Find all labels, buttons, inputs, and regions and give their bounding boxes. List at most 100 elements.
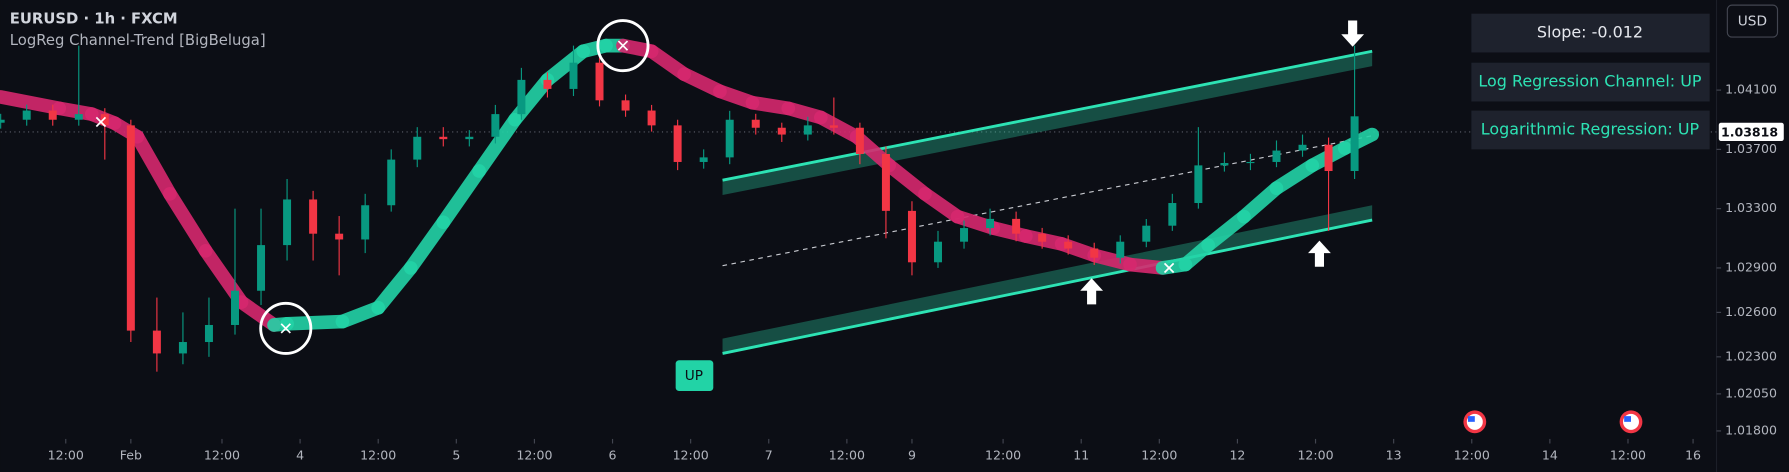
candle-body: [621, 100, 630, 111]
trend-band: [130, 129, 177, 201]
candle-body: [204, 324, 213, 343]
info-panel: [1471, 62, 1710, 102]
cross-stroke: [1163, 262, 1175, 274]
candle-body: [1194, 165, 1203, 204]
candle-body: [257, 245, 266, 291]
highlight-circle: [596, 19, 650, 73]
x-tick-label: 5: [452, 448, 460, 463]
currency-button[interactable]: [1726, 4, 1779, 38]
x-tick-label: 11: [1073, 448, 1089, 463]
trend-band: [371, 261, 418, 315]
candle-body: [413, 136, 422, 160]
x-tick-label: 12:00: [360, 448, 396, 463]
candle-body: [673, 125, 682, 162]
candle-body: [48, 110, 57, 120]
x-tick-label: 12:00: [516, 448, 552, 463]
candle-body: [491, 114, 500, 137]
candle-body: [361, 205, 370, 240]
candle-body: [725, 119, 734, 158]
y-tick-label: 1.04100: [1725, 82, 1777, 97]
channel-lower-line: [722, 218, 1373, 355]
candle-body: [1038, 233, 1047, 242]
x-tick-label: 12:00: [48, 448, 84, 463]
candle-body: [543, 79, 552, 89]
candle-body: [829, 125, 838, 128]
crossover-marker: [95, 116, 107, 128]
candle-body: [1220, 163, 1229, 166]
candle-body: [1272, 150, 1281, 162]
candle-body: [74, 114, 83, 120]
candle-body: [1324, 144, 1333, 172]
x-tick-label: 12:00: [204, 448, 240, 463]
y-tick-label: 1.02300: [1725, 348, 1777, 363]
signal-arrow: [1308, 240, 1331, 267]
signal-arrow: [1080, 278, 1104, 305]
candle-body: [178, 342, 187, 354]
trend-band: [1237, 181, 1284, 224]
crossover-marker: [1163, 262, 1175, 274]
crossover-marker: [280, 323, 291, 334]
x-tick-label: 12:00: [1454, 448, 1490, 463]
candle-body: [517, 79, 526, 115]
y-tick-label: 1.02900: [1725, 259, 1777, 274]
channel-mid-line: [722, 135, 1373, 267]
y-tick-label: 1.02050: [1725, 385, 1777, 400]
candle-body: [751, 119, 760, 128]
candle-body: [231, 290, 239, 325]
candle-body: [986, 218, 995, 229]
event-flag: [1463, 410, 1487, 434]
candle-body: [1012, 218, 1021, 234]
trend-band: [403, 215, 451, 275]
signal-arrow: [1341, 20, 1365, 47]
candle-body: [1298, 144, 1307, 151]
trend-band: [472, 112, 522, 178]
candle-body: [465, 136, 474, 140]
candle-body: [907, 210, 916, 263]
crossover-marker: [617, 40, 629, 51]
candle-body: [439, 136, 448, 140]
trend-band: [163, 186, 213, 258]
x-tick-label: 12:00: [1297, 448, 1333, 463]
x-tick-label: 12: [1229, 448, 1245, 463]
x-tick-label: 12:00: [1141, 448, 1177, 463]
candle-body: [283, 199, 292, 246]
candle-body: [803, 125, 812, 135]
candle-body: [387, 159, 396, 206]
channel-status: Log Regression Channel: UP: [1478, 72, 1702, 91]
candle-body: [699, 157, 708, 162]
candle-body: [960, 228, 969, 242]
candle-body: [100, 114, 109, 126]
x-tick-label: 16: [1685, 448, 1701, 463]
cross-stroke: [280, 323, 291, 334]
candle-body: [22, 110, 31, 120]
candle-body: [0, 119, 5, 123]
x-tick-label: 13: [1386, 448, 1402, 463]
x-tick-label: 7: [765, 448, 773, 463]
currency-label: USD: [1738, 14, 1767, 30]
candle-body: [569, 62, 578, 89]
chart-title: EURUSD · 1h · FXCM: [10, 10, 178, 27]
candle-body: [647, 110, 656, 126]
last-price-box: [1718, 122, 1784, 142]
x-tick-label: 9: [908, 448, 916, 463]
candle-body: [881, 153, 890, 211]
trend-band: [882, 158, 932, 201]
candle-body: [309, 199, 318, 234]
chart-subtitle: LogReg Channel-Trend [BigBeluga]: [10, 32, 266, 49]
y-tick-label: 1.03700: [1725, 141, 1777, 156]
annotation-label: UP: [685, 368, 703, 384]
x-tick-label: 12:00: [673, 448, 709, 463]
candle-body: [1090, 248, 1099, 258]
candle-body: [1116, 241, 1125, 258]
highlight-circle: [259, 301, 313, 355]
candle-body: [152, 330, 161, 354]
event-flag: [1619, 410, 1643, 434]
candle-body: [335, 233, 344, 240]
candle-body: [1142, 225, 1151, 242]
x-tick-label: 6: [609, 448, 617, 463]
slope-text: Slope: -0.012: [1537, 23, 1643, 42]
candle-body: [126, 125, 135, 331]
plot-area: UP: [0, 19, 1717, 392]
